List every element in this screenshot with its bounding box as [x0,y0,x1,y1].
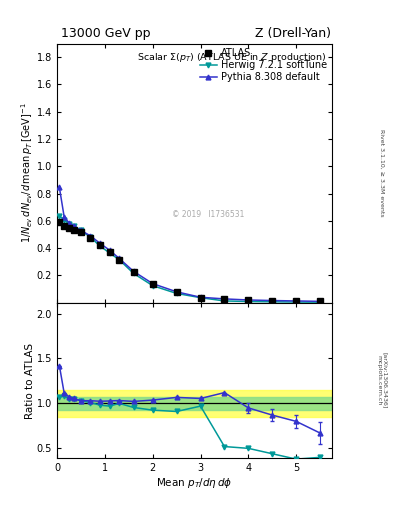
Herwig 7.2.1 softTune [150,283,155,289]
Herwig 7.2.1 softTune [131,270,136,276]
Herwig 7.2.1 softTune [62,217,66,223]
ATLAS [117,257,121,263]
Text: Scalar $\Sigma(p_T)$ (ATLAS UE in $Z$ production): Scalar $\Sigma(p_T)$ (ATLAS UE in $Z$ pr… [137,51,327,65]
Herwig 7.2.1 softTune [98,243,103,249]
Pythia 8.308 default [66,220,71,226]
Line: Herwig 7.2.1 softTune: Herwig 7.2.1 softTune [57,214,323,305]
Herwig 7.2.1 softTune [117,257,121,263]
Herwig 7.2.1 softTune [79,227,83,233]
ATLAS [131,269,136,275]
Legend: ATLAS, Herwig 7.2.1 softTune, Pythia 8.308 default: ATLAS, Herwig 7.2.1 softTune, Pythia 8.3… [198,47,329,84]
ATLAS [62,223,66,229]
Pythia 8.308 default [57,184,62,190]
Text: [arXiv:1306.3436]
mcplots.cern.ch: [arXiv:1306.3436] mcplots.cern.ch [376,352,387,409]
Pythia 8.308 default [117,255,121,262]
ATLAS [222,296,227,303]
Herwig 7.2.1 softTune [107,250,112,256]
Text: 13000 GeV pp: 13000 GeV pp [61,27,151,39]
Herwig 7.2.1 softTune [222,298,227,304]
Text: © 2019   I1736531: © 2019 I1736531 [172,210,244,219]
Herwig 7.2.1 softTune [66,221,71,227]
Herwig 7.2.1 softTune [246,298,251,305]
ATLAS [270,297,275,304]
Pythia 8.308 default [174,289,179,295]
Text: Z (Drell-Yan): Z (Drell-Yan) [255,27,331,39]
Herwig 7.2.1 softTune [198,294,203,301]
Line: ATLAS: ATLAS [57,219,323,304]
Herwig 7.2.1 softTune [72,223,76,229]
Herwig 7.2.1 softTune [57,213,62,219]
Herwig 7.2.1 softTune [270,298,275,305]
Pythia 8.308 default [107,247,112,253]
Y-axis label: Ratio to ATLAS: Ratio to ATLAS [26,343,35,418]
Pythia 8.308 default [222,296,227,302]
X-axis label: Mean $p_T/d\eta\,d\phi$: Mean $p_T/d\eta\,d\phi$ [156,476,233,490]
Pythia 8.308 default [131,268,136,274]
Pythia 8.308 default [318,298,323,305]
ATLAS [174,289,179,295]
Y-axis label: $1/N_{ev}\,dN_{ev}/d\,\mathrm{mean}\,p_T\,[\mathrm{GeV}]^{-1}$: $1/N_{ev}\,dN_{ev}/d\,\mathrm{mean}\,p_T… [20,103,35,244]
Pythia 8.308 default [150,281,155,287]
Pythia 8.308 default [79,227,83,233]
ATLAS [294,298,299,304]
ATLAS [318,298,323,305]
Text: Rivet 3.1.10, ≥ 3.3M events: Rivet 3.1.10, ≥ 3.3M events [379,130,384,217]
ATLAS [98,242,103,248]
Pythia 8.308 default [294,298,299,304]
Pythia 8.308 default [270,297,275,304]
Pythia 8.308 default [72,223,76,229]
Pythia 8.308 default [98,240,103,246]
ATLAS [107,248,112,254]
ATLAS [57,219,62,225]
Pythia 8.308 default [88,233,93,239]
ATLAS [198,294,203,301]
Herwig 7.2.1 softTune [88,234,93,240]
Herwig 7.2.1 softTune [294,299,299,305]
ATLAS [246,297,251,303]
ATLAS [66,225,71,231]
Pythia 8.308 default [198,294,203,301]
ATLAS [88,235,93,241]
ATLAS [79,229,83,236]
Pythia 8.308 default [246,297,251,303]
Pythia 8.308 default [62,214,66,220]
ATLAS [150,281,155,287]
ATLAS [72,227,76,233]
Herwig 7.2.1 softTune [318,299,323,305]
Herwig 7.2.1 softTune [174,290,179,296]
Line: Pythia 8.308 default: Pythia 8.308 default [57,185,323,304]
